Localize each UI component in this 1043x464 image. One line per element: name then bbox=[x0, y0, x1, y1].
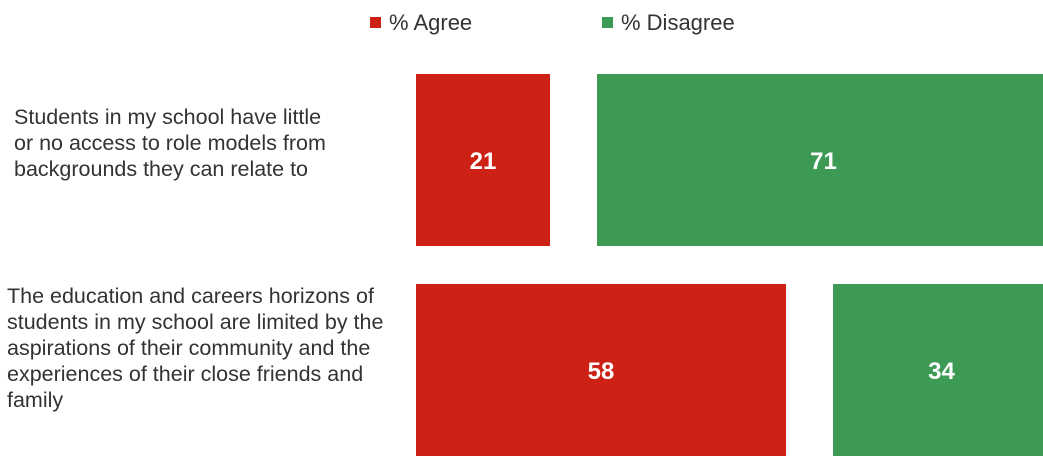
value-label-disagree-1: 34 bbox=[928, 358, 955, 385]
value-label-disagree-0: 71 bbox=[810, 148, 837, 175]
value-label-agree-1: 58 bbox=[588, 358, 615, 385]
value-label-agree-0: 21 bbox=[470, 148, 497, 175]
category-label-0: Students in my school have little or no … bbox=[14, 105, 326, 181]
category-label-1: The education and careers horizons of st… bbox=[7, 284, 384, 412]
bar-disagree-0 bbox=[596, 74, 1043, 246]
bar-disagree-1 bbox=[833, 284, 1043, 456]
legend-label-0: % Agree bbox=[389, 10, 472, 35]
legend-swatch-0 bbox=[370, 17, 381, 28]
legend-label-1: % Disagree bbox=[621, 10, 735, 35]
bar-agree-0 bbox=[416, 74, 550, 246]
legend-swatch-1 bbox=[602, 17, 613, 28]
bar-agree-1 bbox=[416, 284, 787, 456]
